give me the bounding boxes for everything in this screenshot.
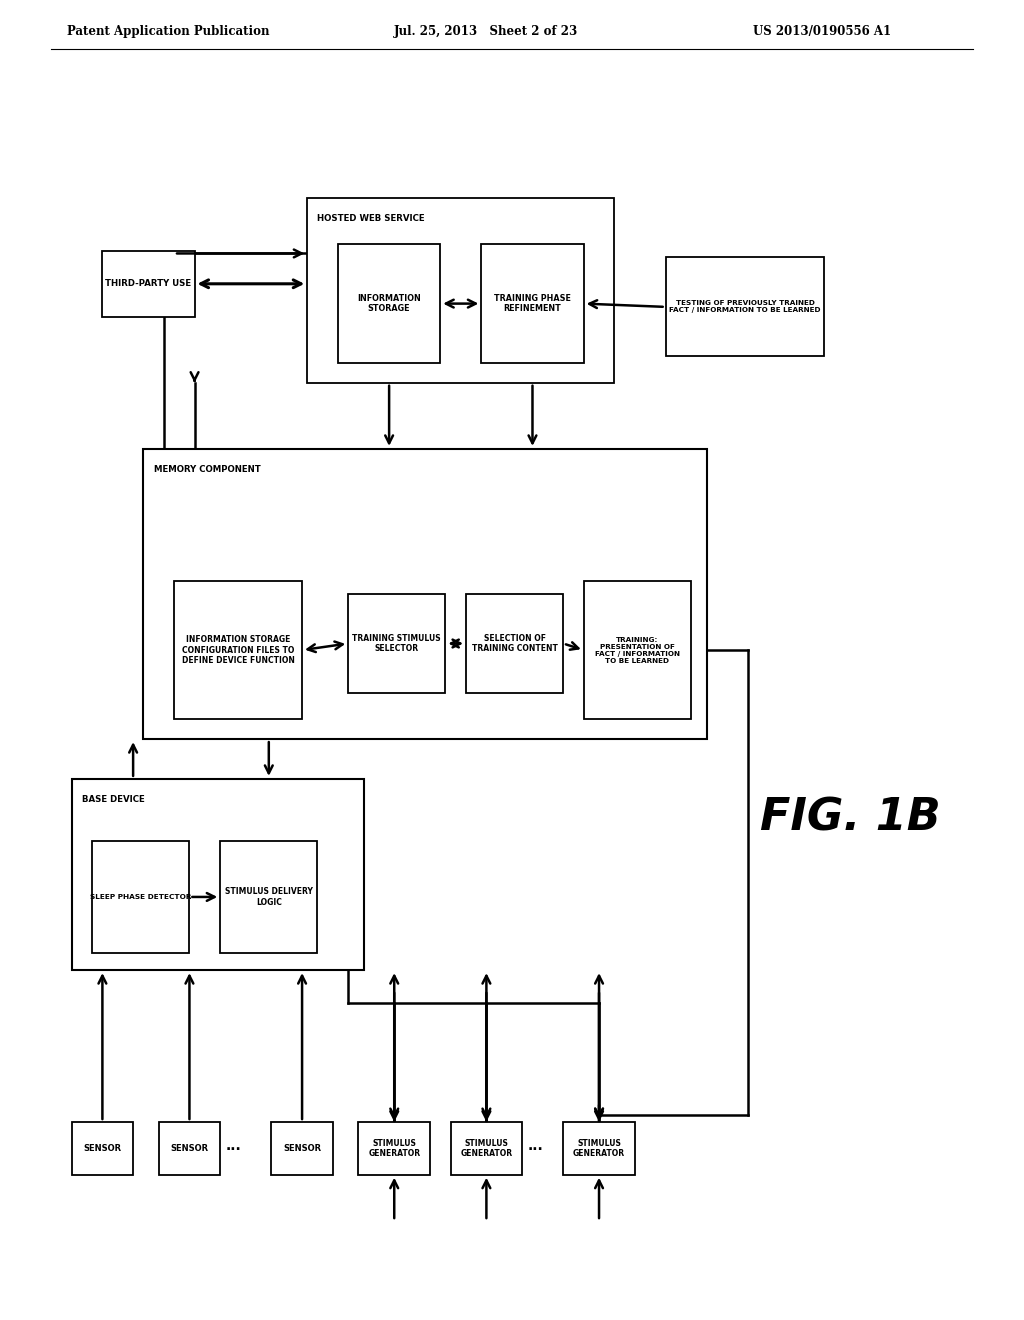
Text: MEMORY COMPONENT: MEMORY COMPONENT <box>154 465 260 474</box>
Bar <box>143 449 707 739</box>
Text: HOSTED WEB SERVICE: HOSTED WEB SERVICE <box>317 214 425 223</box>
Bar <box>271 1122 333 1175</box>
Bar <box>348 594 445 693</box>
Text: TESTING OF PREVIOUSLY TRAINED
FACT / INFORMATION TO BE LEARNED: TESTING OF PREVIOUSLY TRAINED FACT / INF… <box>670 301 820 313</box>
Text: TRAINING PHASE
REFINEMENT: TRAINING PHASE REFINEMENT <box>494 294 571 313</box>
Bar <box>666 257 824 356</box>
Bar <box>451 1122 522 1175</box>
Text: SENSOR: SENSOR <box>83 1144 122 1152</box>
Bar <box>358 1122 430 1175</box>
Text: STIMULUS
GENERATOR: STIMULUS GENERATOR <box>573 1139 625 1158</box>
Bar <box>220 841 317 953</box>
Text: US 2013/0190556 A1: US 2013/0190556 A1 <box>753 25 891 37</box>
Bar <box>584 581 691 719</box>
Text: THIRD-PARTY USE: THIRD-PARTY USE <box>105 280 191 288</box>
Bar <box>92 841 189 953</box>
Text: INFORMATION
STORAGE: INFORMATION STORAGE <box>357 294 421 313</box>
Text: ...: ... <box>527 1139 544 1152</box>
Bar <box>563 1122 635 1175</box>
Text: BASE DEVICE: BASE DEVICE <box>82 795 144 804</box>
Bar <box>466 594 563 693</box>
Text: FIG. 1B: FIG. 1B <box>760 797 940 840</box>
Bar <box>307 198 614 383</box>
Text: SENSOR: SENSOR <box>170 1144 209 1152</box>
Bar <box>102 251 195 317</box>
Text: TRAINING STIMULUS
SELECTOR: TRAINING STIMULUS SELECTOR <box>352 634 441 653</box>
Bar <box>338 244 440 363</box>
Text: Jul. 25, 2013   Sheet 2 of 23: Jul. 25, 2013 Sheet 2 of 23 <box>394 25 579 37</box>
Text: SELECTION OF
TRAINING CONTENT: SELECTION OF TRAINING CONTENT <box>472 634 557 653</box>
Bar <box>174 581 302 719</box>
Text: STIMULUS DELIVERY
LOGIC: STIMULUS DELIVERY LOGIC <box>225 887 312 907</box>
Text: INFORMATION STORAGE
CONFIGURATION FILES TO
DEFINE DEVICE FUNCTION: INFORMATION STORAGE CONFIGURATION FILES … <box>181 635 295 665</box>
Text: TRAINING:
PRESENTATION OF
FACT / INFORMATION
TO BE LEARNED: TRAINING: PRESENTATION OF FACT / INFORMA… <box>595 636 680 664</box>
Bar <box>481 244 584 363</box>
Text: ...: ... <box>225 1139 242 1152</box>
Bar <box>159 1122 220 1175</box>
Bar <box>72 779 364 970</box>
Text: SLEEP PHASE DETECTOR: SLEEP PHASE DETECTOR <box>90 894 191 900</box>
Text: STIMULUS
GENERATOR: STIMULUS GENERATOR <box>461 1139 512 1158</box>
Bar <box>72 1122 133 1175</box>
Text: SENSOR: SENSOR <box>283 1144 322 1152</box>
Text: STIMULUS
GENERATOR: STIMULUS GENERATOR <box>369 1139 420 1158</box>
Text: Patent Application Publication: Patent Application Publication <box>67 25 269 37</box>
